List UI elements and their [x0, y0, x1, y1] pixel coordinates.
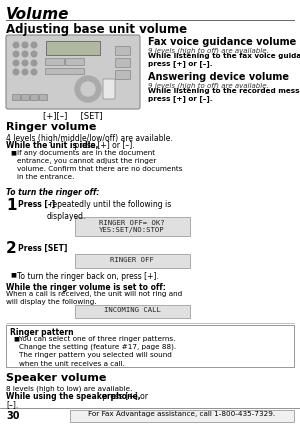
Circle shape — [22, 69, 28, 75]
Text: [+][–]     [SET]: [+][–] [SET] — [43, 111, 103, 120]
Text: For Fax Advantage assistance, call 1-800-435-7329.: For Fax Advantage assistance, call 1-800… — [88, 411, 276, 417]
Circle shape — [22, 42, 28, 48]
FancyBboxPatch shape — [31, 95, 38, 100]
Circle shape — [31, 60, 37, 66]
Text: 30: 30 — [6, 411, 20, 421]
FancyBboxPatch shape — [6, 325, 294, 367]
Text: ■: ■ — [13, 336, 19, 341]
FancyBboxPatch shape — [116, 70, 130, 80]
FancyBboxPatch shape — [46, 59, 64, 65]
FancyBboxPatch shape — [116, 59, 130, 67]
Text: If any documents are in the document
entrance, you cannot adjust the ringer
volu: If any documents are in the document ent… — [17, 150, 182, 180]
Text: RINGER OFF: RINGER OFF — [110, 257, 154, 263]
Text: While the unit is idle,: While the unit is idle, — [6, 141, 98, 150]
Circle shape — [13, 51, 19, 57]
Text: press [+] or [–].: press [+] or [–]. — [148, 95, 212, 102]
Text: Speaker volume: Speaker volume — [6, 373, 106, 383]
FancyBboxPatch shape — [103, 79, 115, 99]
Circle shape — [31, 51, 37, 57]
Circle shape — [75, 76, 101, 102]
Text: Adjusting base unit volume: Adjusting base unit volume — [6, 23, 187, 36]
FancyBboxPatch shape — [13, 95, 20, 100]
Text: Ringer pattern: Ringer pattern — [10, 328, 74, 337]
Circle shape — [22, 51, 28, 57]
Text: Press [–]: Press [–] — [18, 200, 55, 209]
FancyBboxPatch shape — [75, 217, 190, 236]
Text: 9 levels (high to off) are available.: 9 levels (high to off) are available. — [148, 82, 269, 89]
Text: 1: 1 — [6, 198, 16, 213]
FancyBboxPatch shape — [116, 47, 130, 56]
Text: While the ringer volume is set to off:: While the ringer volume is set to off: — [6, 283, 166, 292]
Text: Volume: Volume — [6, 7, 70, 22]
Text: To turn the ringer off:: To turn the ringer off: — [6, 188, 99, 197]
Text: 2: 2 — [6, 241, 17, 256]
Text: ■: ■ — [10, 150, 16, 155]
Text: 9 levels (high to off) are available.: 9 levels (high to off) are available. — [148, 47, 269, 53]
Circle shape — [22, 60, 28, 66]
FancyBboxPatch shape — [75, 254, 190, 268]
Text: While using the speakerphone,: While using the speakerphone, — [6, 392, 141, 401]
Circle shape — [81, 82, 95, 96]
Text: YES:SET/NO:STOP: YES:SET/NO:STOP — [99, 227, 165, 233]
Text: To turn the ringer back on, press [+].: To turn the ringer back on, press [+]. — [17, 272, 159, 281]
Text: repeatedly until the following is
displayed.: repeatedly until the following is displa… — [47, 200, 171, 221]
Text: ■: ■ — [10, 272, 16, 277]
FancyBboxPatch shape — [70, 410, 294, 422]
Text: press [+] or [–].: press [+] or [–]. — [72, 141, 135, 150]
Text: INCOMING CALL: INCOMING CALL — [103, 307, 160, 313]
Text: While listening to the recorded messages,: While listening to the recorded messages… — [148, 88, 300, 94]
Text: 8 levels (high to low) are available.: 8 levels (high to low) are available. — [6, 385, 132, 391]
Circle shape — [31, 69, 37, 75]
FancyBboxPatch shape — [46, 69, 85, 75]
FancyBboxPatch shape — [6, 35, 140, 109]
Text: When a call is received, the unit will not ring and
will display the following.: When a call is received, the unit will n… — [6, 291, 182, 305]
Text: [–].: [–]. — [6, 400, 18, 409]
Text: Ringer volume: Ringer volume — [6, 122, 96, 132]
Circle shape — [13, 42, 19, 48]
Text: Press [SET]: Press [SET] — [18, 244, 68, 253]
Text: press [+] or: press [+] or — [100, 392, 148, 401]
FancyBboxPatch shape — [75, 305, 190, 318]
Text: While listening to the fax voice guidance,: While listening to the fax voice guidanc… — [148, 53, 300, 59]
Circle shape — [13, 69, 19, 75]
Text: RINGER OFF= OK?: RINGER OFF= OK? — [99, 220, 165, 226]
Text: You can select one of three ringer patterns.
Change the setting (feature #17, pa: You can select one of three ringer patte… — [19, 336, 176, 366]
FancyBboxPatch shape — [65, 59, 85, 65]
FancyBboxPatch shape — [46, 41, 100, 55]
Text: 4 levels (high/middle/low/off) are available.: 4 levels (high/middle/low/off) are avail… — [6, 134, 173, 143]
FancyBboxPatch shape — [40, 95, 47, 100]
Circle shape — [31, 42, 37, 48]
Text: press [+] or [–].: press [+] or [–]. — [148, 60, 212, 67]
Text: Answering device volume: Answering device volume — [148, 72, 289, 82]
Circle shape — [13, 60, 19, 66]
FancyBboxPatch shape — [22, 95, 29, 100]
Text: Fax voice guidance volume: Fax voice guidance volume — [148, 37, 296, 47]
